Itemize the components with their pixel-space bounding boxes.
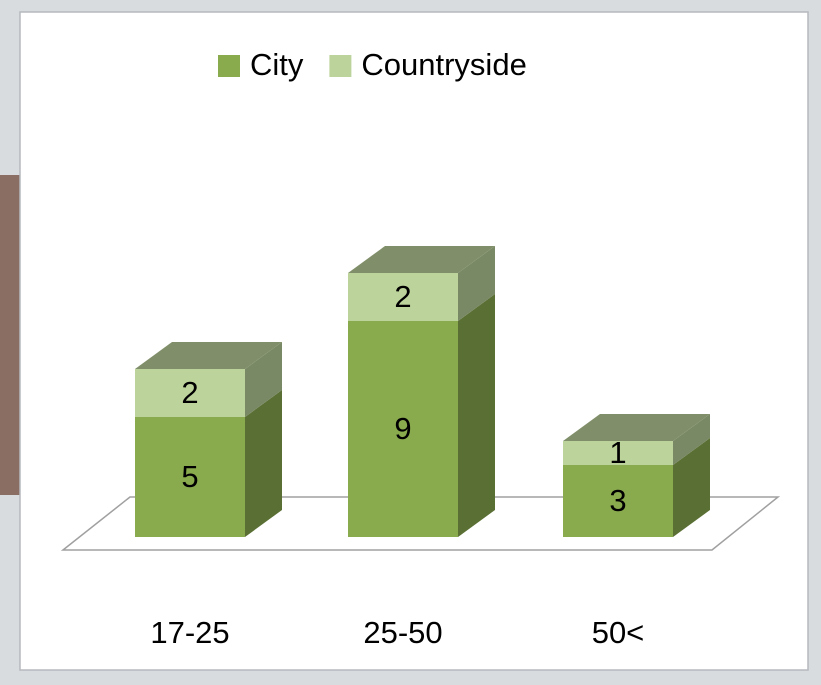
bar-top [348, 246, 495, 273]
legend-label: City [250, 47, 304, 82]
x-tick-label: 17-25 [150, 615, 229, 650]
data-label: 5 [181, 459, 198, 494]
bar-side [458, 246, 495, 321]
bar-side [673, 438, 710, 537]
bar-segment [348, 321, 458, 537]
bar-side [245, 390, 282, 537]
bar-segment [135, 369, 245, 417]
data-label: 1 [609, 435, 626, 470]
data-label: 3 [609, 483, 626, 518]
data-label: 2 [394, 279, 411, 314]
bar-side [245, 342, 282, 417]
x-tick-label: 25-50 [363, 615, 442, 650]
bar-side [673, 414, 710, 465]
bar-segment [348, 273, 458, 321]
bar-segment [563, 441, 673, 465]
data-label: 9 [394, 411, 411, 446]
bar-side [458, 294, 495, 537]
bar-segment [135, 417, 245, 537]
data-label: 2 [181, 375, 198, 410]
bar-top [563, 414, 710, 441]
legend-swatch [329, 55, 352, 77]
bar-segment [563, 465, 673, 537]
legend-label: Countryside [361, 47, 526, 82]
bar-top [135, 342, 282, 369]
legend-swatch [218, 55, 240, 77]
x-tick-label: 50< [592, 615, 645, 650]
